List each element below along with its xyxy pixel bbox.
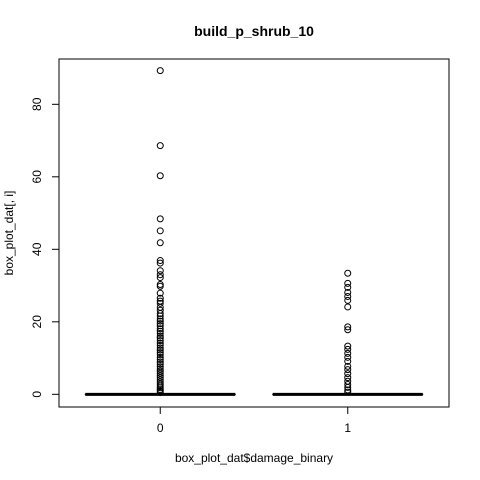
outlier-point [344,323,352,331]
outlier-point [156,334,164,342]
outlier-point [344,292,352,300]
outlier-point [156,349,164,357]
outlier-point [156,299,164,307]
outlier-point [156,356,164,364]
outlier-point [156,344,164,352]
outlier-point [156,329,164,337]
outlier-point [344,388,352,396]
outlier-point [156,384,164,392]
outlier-point [344,353,352,361]
outlier-point [156,322,164,330]
x-tick-label: 1 [344,421,351,435]
outlier-point [156,360,164,368]
outlier-point [156,294,164,302]
y-tick-label: 20 [30,315,44,329]
outlier-point [156,371,164,379]
outlier-point [156,337,164,345]
outlier-point [344,326,352,334]
outlier-point [344,342,352,350]
outlier-point [156,339,164,347]
outlier-point [156,142,164,150]
outlier-point [156,341,164,349]
x-axis-label: box_plot_dat$damage_binary [175,451,333,465]
outlier-point [344,362,352,370]
outlier-point [156,353,164,361]
outlier-point [344,383,352,391]
outlier-point [156,380,164,388]
outlier-point [156,282,164,290]
outlier-point [156,320,164,328]
outlier-point [156,259,164,267]
outlier-point [156,374,164,382]
y-tick-label: 60 [30,170,44,184]
outlier-point [344,381,352,389]
outlier-point [156,346,164,354]
outlier-point [344,374,352,382]
y-axis-label: box_plot_dat[, i] [2,191,16,276]
outlier-point [156,382,164,390]
outlier-point [156,257,164,265]
outlier-point [344,288,352,296]
outlier-point [344,269,352,277]
outlier-point [156,365,164,373]
outlier-point [156,327,164,335]
outlier-point [156,172,164,180]
outlier-point [156,332,164,340]
y-tick-label: 80 [30,97,44,111]
outlier-point [156,317,164,325]
outlier-point [344,345,352,353]
outlier-point [156,367,164,375]
outlier-point [156,389,164,396]
outlier-point [344,296,352,304]
y-tick-label: 0 [30,391,44,398]
outlier-point [344,357,352,365]
outlier-point [156,215,164,223]
outlier-point [156,315,164,323]
outlier-point [344,370,352,378]
outlier-point [156,67,164,75]
outlier-point [156,267,164,275]
outlier-points [156,67,352,396]
outlier-point [156,312,164,320]
y-axis: 0 20 40 60 80 [30,97,60,398]
outlier-point [156,363,164,371]
outlier-point [344,366,352,374]
outlier-point [344,386,352,394]
outlier-point [344,349,352,357]
outlier-point [156,239,164,247]
outlier-point [344,303,352,311]
outlier-point [156,309,164,317]
outlier-point [156,325,164,333]
outlier-point [156,227,164,235]
y-tick-label: 40 [30,242,44,256]
outlier-point [156,358,164,366]
plot-frame [58,58,450,408]
outlier-point [156,369,164,377]
outlier-point [156,274,164,282]
x-tick-label: 0 [157,421,164,435]
outlier-point [156,280,164,288]
outlier-point [156,351,164,359]
chart-title: build_p_shrub_10 [194,23,314,39]
outlier-point [156,289,164,297]
outlier-point [156,271,164,279]
outlier-point [344,279,352,287]
outlier-point [344,283,352,291]
